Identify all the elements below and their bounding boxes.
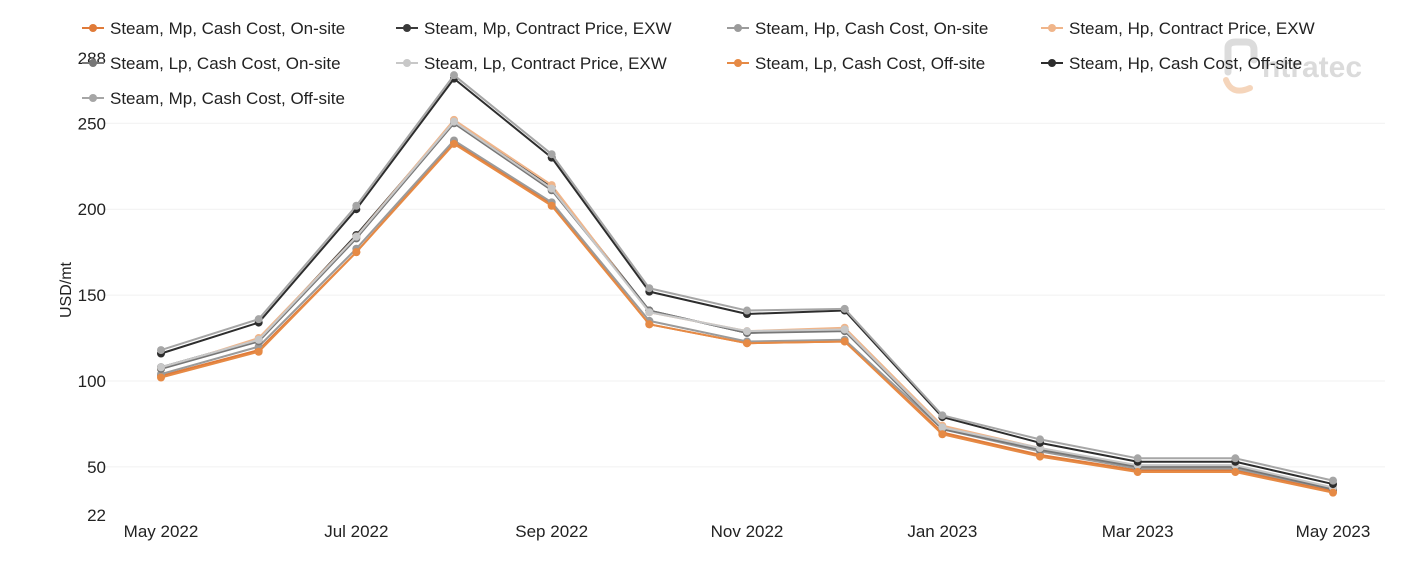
x-tick-label: Sep 2022 bbox=[515, 522, 588, 541]
data-point bbox=[254, 315, 263, 324]
legend-label: Steam, Lp, Cash Cost, Off-site bbox=[755, 54, 985, 73]
series-line bbox=[160, 120, 1334, 491]
data-point bbox=[254, 347, 263, 356]
legend-swatch-marker bbox=[403, 59, 411, 67]
data-point bbox=[157, 363, 165, 372]
legend-item: Steam, Mp, Cash Cost, Off-site bbox=[82, 89, 345, 108]
data-point bbox=[254, 335, 263, 344]
x-tick-label: Nov 2022 bbox=[711, 522, 784, 541]
legend-label: Steam, Hp, Contract Price, EXW bbox=[1069, 19, 1315, 38]
series-lines bbox=[157, 71, 1337, 497]
series-7 bbox=[157, 139, 1337, 497]
y-tick-label: 50 bbox=[87, 458, 106, 477]
legend-item: Steam, Lp, Cash Cost, Off-site bbox=[727, 54, 985, 73]
data-point bbox=[547, 150, 556, 159]
series-line bbox=[160, 118, 1334, 489]
x-tick-label: Jul 2022 bbox=[324, 522, 388, 541]
data-point bbox=[450, 117, 458, 126]
legend-item: Steam, Hp, Cash Cost, Off-site bbox=[1041, 54, 1302, 73]
series-8 bbox=[157, 74, 1337, 489]
legend-label: Steam, Hp, Cash Cost, Off-site bbox=[1069, 54, 1302, 73]
legend-item: Steam, Lp, Cash Cost, On-site bbox=[82, 54, 341, 73]
legend-swatch-marker bbox=[89, 24, 97, 32]
x-tick-label: Jan 2023 bbox=[907, 522, 977, 541]
y-tick-label: 150 bbox=[78, 286, 106, 305]
series-line bbox=[160, 120, 1334, 489]
x-tick-label: May 2022 bbox=[124, 522, 199, 541]
series-line bbox=[160, 74, 1334, 482]
data-point bbox=[352, 201, 361, 210]
y-tick-label: 200 bbox=[78, 200, 106, 219]
x-tick-label: Mar 2023 bbox=[1102, 522, 1174, 541]
legend-label: Steam, Hp, Cash Cost, On-site bbox=[755, 19, 988, 38]
data-point bbox=[1329, 488, 1337, 497]
data-point bbox=[645, 308, 654, 317]
legend-label: Steam, Lp, Cash Cost, On-site bbox=[110, 54, 341, 73]
y-axis-title: USD/mt bbox=[58, 261, 75, 318]
data-point bbox=[157, 346, 165, 355]
series-4 bbox=[157, 115, 1337, 492]
data-point bbox=[157, 373, 165, 382]
data-point bbox=[938, 411, 947, 420]
series-line bbox=[160, 142, 1334, 494]
watermark-text: ntratec bbox=[1262, 51, 1362, 84]
data-point bbox=[743, 327, 751, 336]
legend-swatch-marker bbox=[1048, 24, 1056, 32]
y-tick-label: 100 bbox=[78, 372, 106, 391]
gridlines bbox=[105, 122, 1385, 468]
series-line bbox=[160, 77, 1334, 486]
x-tick-label: May 2023 bbox=[1296, 522, 1371, 541]
data-point bbox=[743, 339, 751, 348]
legend-label: Steam, Mp, Cash Cost, On-site bbox=[110, 19, 345, 38]
series-2 bbox=[157, 117, 1337, 494]
data-point bbox=[840, 337, 849, 346]
data-point bbox=[1036, 435, 1044, 444]
watermark-logo: ntratec bbox=[1223, 38, 1362, 94]
series-5 bbox=[157, 119, 1337, 494]
legend-item: Steam, Mp, Cash Cost, On-site bbox=[82, 19, 345, 38]
legend-swatch-marker bbox=[403, 24, 411, 32]
legend-swatch-marker bbox=[734, 59, 742, 67]
legend-item: Steam, Mp, Contract Price, EXW bbox=[396, 19, 672, 38]
legend-item: Steam, Hp, Contract Price, EXW bbox=[1041, 19, 1315, 38]
data-point bbox=[1231, 454, 1240, 463]
legend: Steam, Mp, Cash Cost, On-site Steam, Mp, … bbox=[82, 19, 1315, 108]
legend-label: Steam, Lp, Contract Price, EXW bbox=[424, 54, 667, 73]
series-6 bbox=[157, 117, 1337, 492]
legend-swatch-marker bbox=[734, 24, 742, 32]
data-point bbox=[1329, 476, 1337, 485]
data-point bbox=[352, 232, 361, 241]
data-point bbox=[450, 71, 458, 80]
data-point bbox=[1231, 468, 1240, 477]
data-point bbox=[743, 306, 751, 315]
data-point bbox=[1036, 452, 1044, 461]
data-point bbox=[450, 139, 458, 148]
legend-item: Steam, Lp, Contract Price, EXW bbox=[396, 54, 667, 73]
legend-swatch-marker bbox=[1048, 59, 1056, 67]
data-point bbox=[1133, 454, 1142, 463]
data-point bbox=[1133, 468, 1142, 477]
data-point bbox=[645, 320, 654, 329]
y-tick-label: 22 bbox=[87, 506, 106, 525]
legend-swatch-marker bbox=[89, 59, 97, 67]
data-point bbox=[547, 184, 556, 193]
data-point bbox=[840, 304, 849, 313]
data-point bbox=[645, 284, 654, 293]
legend-item: Steam, Hp, Cash Cost, On-site bbox=[727, 19, 988, 38]
legend-label: Steam, Mp, Contract Price, EXW bbox=[424, 19, 672, 38]
data-point bbox=[938, 423, 947, 432]
series-line bbox=[160, 122, 1334, 491]
data-point bbox=[938, 430, 947, 439]
series-9 bbox=[157, 71, 1337, 485]
legend-label: Steam, Mp, Cash Cost, Off-site bbox=[110, 89, 345, 108]
data-point bbox=[840, 325, 849, 334]
data-point bbox=[352, 248, 361, 257]
y-tick-label: 250 bbox=[78, 114, 106, 133]
data-point bbox=[547, 201, 556, 210]
legend-swatch-marker bbox=[89, 94, 97, 102]
